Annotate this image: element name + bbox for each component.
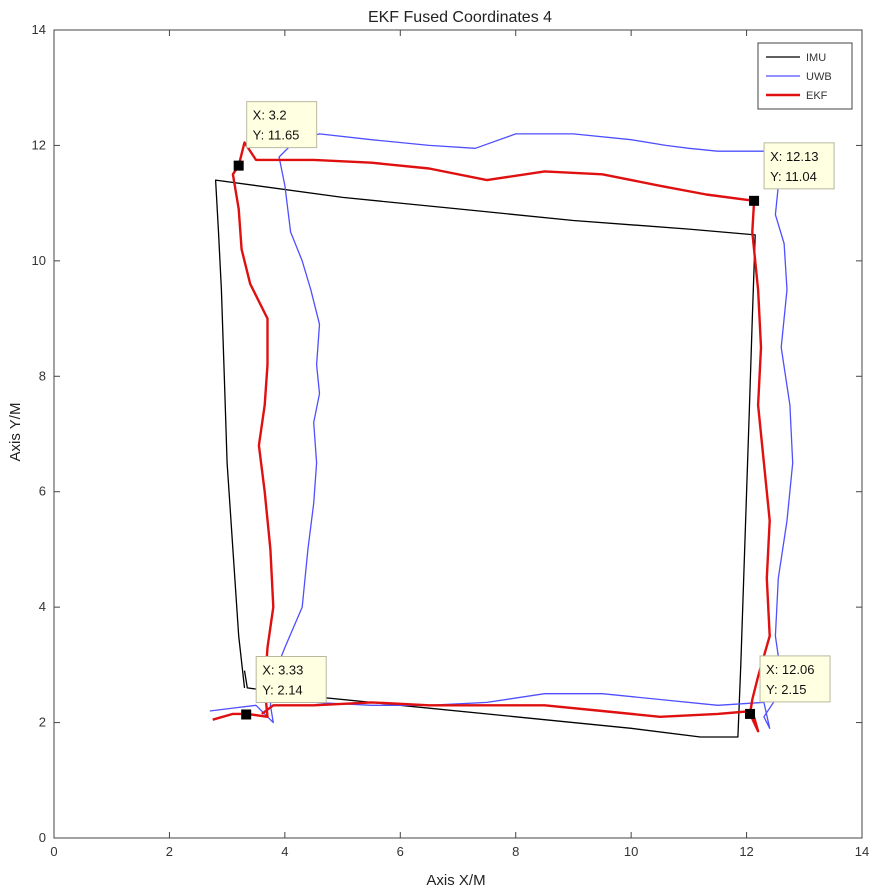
axis-ticks: 0 2 4 6 8 10 12 14 0 2 4 6 8 10 12 14 — [32, 22, 870, 859]
datatip-marker[interactable] — [241, 709, 252, 720]
datatips-layer: X: 3.2 Y: 11.65 X: 12.13 Y: 11.04 X: 3.33 Y: … — [233, 101, 835, 720]
legend-label-uwb: UWB — [806, 71, 832, 83]
datatip-box — [759, 655, 831, 703]
x-tick-label: 4 — [281, 844, 288, 859]
y-tick-label: 14 — [32, 22, 46, 37]
datatip-marker[interactable] — [745, 708, 756, 719]
datatip-x-text: X: 3.2 — [253, 108, 287, 123]
legend-label-ekf: EKF — [806, 90, 828, 102]
datatip-x-text: X: 12.06 — [766, 662, 814, 677]
datatip-y-text: Y: 2.14 — [262, 682, 302, 697]
datatip-y-text: Y: 2.15 — [766, 682, 806, 697]
datatip-box — [255, 655, 327, 703]
datatip-marker[interactable] — [749, 195, 760, 206]
x-tick-label: 14 — [855, 844, 869, 859]
y-tick-label: 0 — [39, 830, 46, 845]
x-tick-label: 0 — [50, 844, 57, 859]
datatip-marker[interactable] — [233, 160, 244, 171]
x-tick-label: 12 — [739, 844, 753, 859]
series-line-uwb — [209, 133, 794, 729]
x-tick-label: 10 — [624, 844, 638, 859]
datatip-y-text: Y: 11.04 — [770, 169, 817, 184]
datatip-y-text: Y: 11.65 — [253, 128, 300, 143]
series-line-imu — [214, 179, 756, 738]
x-axis-label: Axis X/M — [426, 872, 485, 889]
datatip-x-text: X: 3.33 — [262, 662, 303, 677]
y-axis-label: Axis Y/M — [7, 403, 24, 462]
y-tick-label: 2 — [39, 715, 46, 730]
y-tick-label: 8 — [39, 368, 46, 383]
datatip-x-text: X: 12.13 — [770, 149, 818, 164]
chart-title: EKF Fused Coordinates 4 — [368, 9, 552, 26]
y-tick-label: 6 — [39, 484, 46, 499]
datatip-box — [246, 101, 318, 149]
x-tick-label: 6 — [397, 844, 404, 859]
x-tick-label: 2 — [166, 844, 173, 859]
datatip-box — [763, 142, 835, 190]
y-tick-label: 4 — [39, 599, 46, 614]
series-line-ekf — [212, 141, 771, 733]
x-tick-label: 8 — [512, 844, 519, 859]
series-layer — [209, 133, 794, 738]
legend[interactable]: IMU UWB EKF — [757, 42, 853, 110]
y-tick-label: 10 — [32, 253, 46, 268]
y-tick-label: 12 — [32, 137, 46, 152]
legend-label-imu: IMU — [806, 52, 826, 64]
